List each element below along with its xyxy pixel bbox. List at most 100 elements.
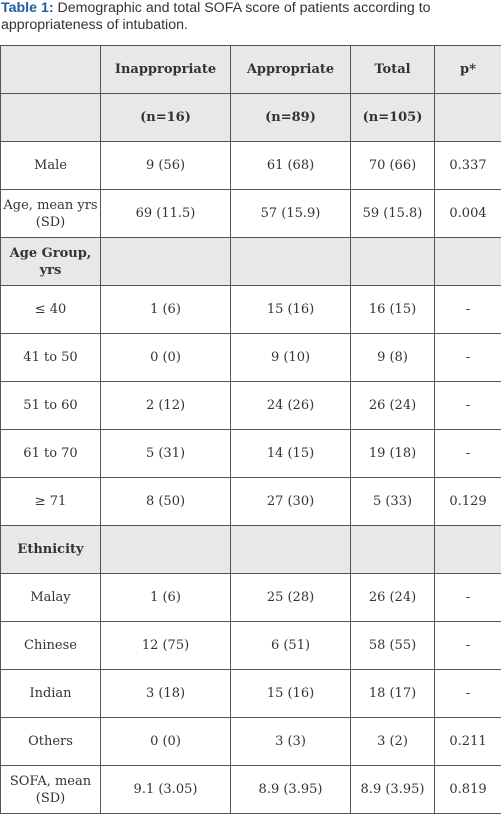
cell-inappropriate: 69 (11.5): [100, 189, 231, 238]
subheader-cell-total: (n=105): [350, 93, 435, 142]
cell-total: 16 (15): [350, 285, 435, 334]
table-row: Male 9 (56) 61 (68) 70 (66) 0.337: [0, 141, 501, 190]
cell-inappropriate: 9.1 (3.05): [100, 765, 231, 814]
subheader-cell-label: [0, 93, 101, 142]
cell-p: 0.129: [434, 477, 501, 526]
table-row: ≥ 71 8 (50) 27 (30) 5 (33) 0.129: [0, 477, 501, 526]
subheader-cell-appropriate: (n=89): [230, 93, 351, 142]
subheader-cell-inappropriate: (n=16): [100, 93, 231, 142]
cell-p: -: [434, 573, 501, 622]
subheader-row: (n=16) (n=89) (n=105): [0, 93, 501, 142]
cell-label: Age Group, yrs: [0, 237, 101, 286]
table-row: 61 to 70 5 (31) 14 (15) 19 (18) -: [0, 429, 501, 478]
cell-p: [434, 237, 501, 286]
demographics-table: Inappropriate Appropriate Total p* (n=16…: [0, 45, 501, 814]
cell-label: Others: [0, 717, 101, 766]
table-caption: Table 1: Demographic and total SOFA scor…: [1, 0, 501, 34]
cell-appropriate: 6 (51): [230, 621, 351, 670]
cell-total: [350, 525, 435, 574]
cell-inappropriate: 3 (18): [100, 669, 231, 718]
cell-total: 26 (24): [350, 381, 435, 430]
cell-label: Age, mean yrs (SD): [0, 189, 101, 238]
table-row: Others 0 (0) 3 (3) 3 (2) 0.211: [0, 717, 501, 766]
cell-label: Ethnicity: [0, 525, 101, 574]
cell-appropriate: 14 (15): [230, 429, 351, 478]
cell-appropriate: 8.9 (3.95): [230, 765, 351, 814]
cell-inappropriate: 0 (0): [100, 717, 231, 766]
cell-inappropriate: 2 (12): [100, 381, 231, 430]
cell-total: 9 (8): [350, 333, 435, 382]
cell-total: 26 (24): [350, 573, 435, 622]
caption-line-1: Table 1: Demographic and total SOFA scor…: [1, 0, 501, 17]
cell-p: 0.004: [434, 189, 501, 238]
header-cell-p: p*: [434, 45, 501, 94]
cell-total: 59 (15.8): [350, 189, 435, 238]
cell-appropriate: 24 (26): [230, 381, 351, 430]
cell-appropriate: 15 (16): [230, 669, 351, 718]
cell-inappropriate: [100, 237, 231, 286]
table-row: 51 to 60 2 (12) 24 (26) 26 (24) -: [0, 381, 501, 430]
cell-p: -: [434, 285, 501, 334]
header-cell-total: Total: [350, 45, 435, 94]
cell-p: 0.337: [434, 141, 501, 190]
caption-text-2: appropriateness of intubation.: [1, 17, 188, 33]
cell-total: 3 (2): [350, 717, 435, 766]
table-row: Age, mean yrs (SD) 69 (11.5) 57 (15.9) 59 (…: [0, 189, 501, 238]
table-row: Indian 3 (18) 15 (16) 18 (17) -: [0, 669, 501, 718]
cell-p: 0.211: [434, 717, 501, 766]
cell-p: -: [434, 429, 501, 478]
cell-inappropriate: [100, 525, 231, 574]
table-row: Malay 1 (6) 25 (28) 26 (24) -: [0, 573, 501, 622]
cell-total: 19 (18): [350, 429, 435, 478]
cell-inappropriate: 1 (6): [100, 285, 231, 334]
cell-p: 0.819: [434, 765, 501, 814]
cell-appropriate: 27 (30): [230, 477, 351, 526]
cell-inappropriate: 0 (0): [100, 333, 231, 382]
caption-label: Table 1:: [1, 0, 54, 16]
cell-total: 18 (17): [350, 669, 435, 718]
cell-total: 8.9 (3.95): [350, 765, 435, 814]
cell-appropriate: 57 (15.9): [230, 189, 351, 238]
cell-appropriate: 25 (28): [230, 573, 351, 622]
table-body: Inappropriate Appropriate Total p* (n=16…: [0, 45, 501, 814]
cell-p: -: [434, 333, 501, 382]
header-row: Inappropriate Appropriate Total p*: [0, 45, 501, 94]
cell-total: 58 (55): [350, 621, 435, 670]
cell-inappropriate: 9 (56): [100, 141, 231, 190]
header-cell-appropriate: Appropriate: [230, 45, 351, 94]
cell-total: [350, 237, 435, 286]
table-row: ≤ 40 1 (6) 15 (16) 16 (15) -: [0, 285, 501, 334]
cell-label: Chinese: [0, 621, 101, 670]
caption-text-1: Demographic and total SOFA score of pati…: [53, 0, 431, 16]
cell-label: Male: [0, 141, 101, 190]
cell-inappropriate: 8 (50): [100, 477, 231, 526]
cell-label: Malay: [0, 573, 101, 622]
cell-total: 70 (66): [350, 141, 435, 190]
section-row: Age Group, yrs: [0, 237, 501, 286]
subheader-cell-p: [434, 93, 501, 142]
cell-appropriate: [230, 237, 351, 286]
cell-p: -: [434, 381, 501, 430]
cell-label: Indian: [0, 669, 101, 718]
header-cell-inappropriate: Inappropriate: [100, 45, 231, 94]
cell-label: 61 to 70: [0, 429, 101, 478]
section-row: Ethnicity: [0, 525, 501, 574]
cell-inappropriate: 12 (75): [100, 621, 231, 670]
cell-appropriate: [230, 525, 351, 574]
table-row: 41 to 50 0 (0) 9 (10) 9 (8) -: [0, 333, 501, 382]
cell-label: 51 to 60: [0, 381, 101, 430]
cell-appropriate: 3 (3): [230, 717, 351, 766]
cell-label: 41 to 50: [0, 333, 101, 382]
cell-inappropriate: 1 (6): [100, 573, 231, 622]
cell-p: -: [434, 621, 501, 670]
cell-p: [434, 525, 501, 574]
cell-total: 5 (33): [350, 477, 435, 526]
cell-p: -: [434, 669, 501, 718]
cell-appropriate: 15 (16): [230, 285, 351, 334]
cell-label: ≥ 71: [0, 477, 101, 526]
cell-appropriate: 9 (10): [230, 333, 351, 382]
cell-appropriate: 61 (68): [230, 141, 351, 190]
header-cell-label: [0, 45, 101, 94]
cell-label: SOFA, mean (SD): [0, 765, 101, 814]
table-row: Chinese 12 (75) 6 (51) 58 (55) -: [0, 621, 501, 670]
